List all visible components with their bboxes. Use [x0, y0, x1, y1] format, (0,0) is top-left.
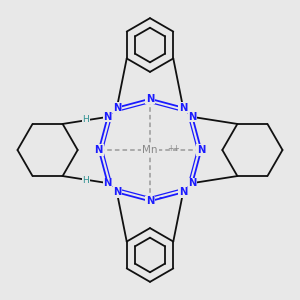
Text: ++: ++ [167, 144, 180, 153]
Text: N: N [113, 103, 121, 112]
Text: N: N [103, 178, 112, 188]
Text: N: N [113, 188, 121, 197]
Text: N: N [146, 94, 154, 104]
Text: Mn: Mn [142, 145, 158, 155]
Text: N: N [179, 103, 187, 112]
Text: N: N [94, 145, 103, 155]
Text: H: H [82, 176, 89, 185]
Text: H: H [82, 115, 89, 124]
Text: N: N [146, 196, 154, 206]
Text: N: N [197, 145, 206, 155]
Text: N: N [188, 112, 196, 122]
Text: N: N [179, 188, 187, 197]
Text: N: N [103, 112, 112, 122]
Text: N: N [188, 178, 196, 188]
Text: ⁻: ⁻ [158, 195, 163, 204]
